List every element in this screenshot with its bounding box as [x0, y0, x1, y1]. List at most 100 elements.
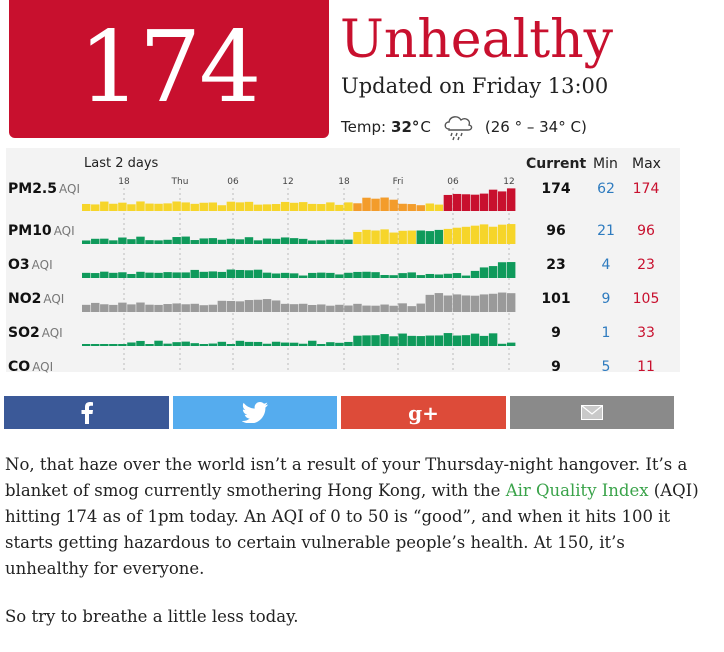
pollutant-min-value: 62 [597, 181, 615, 197]
updated-time: Updated on Friday 13:00 [341, 74, 609, 98]
sparkline-bar [127, 204, 136, 211]
sparkline-bar [154, 203, 163, 211]
sparkline-bar [127, 342, 136, 346]
sparkline-bar [253, 240, 263, 244]
share-email-button[interactable] [510, 396, 674, 429]
pollutant-suffix: AQI [59, 182, 80, 196]
sparkline-bar [244, 237, 254, 244]
sparkline-bar [289, 202, 299, 211]
share-google-plus-button[interactable]: g+ [341, 396, 506, 429]
sparkline-bar [434, 274, 444, 278]
temperature-row: Temp: 32° C (26 ° – 34° C) [341, 112, 587, 142]
sparkline-bar [479, 294, 489, 312]
sparkline-bar [262, 238, 272, 244]
sparkline-bar [479, 267, 489, 278]
sparkline-bar [353, 271, 362, 278]
sparkline-bar [217, 205, 227, 211]
sparkline-bar [506, 188, 516, 211]
sparkline-bar [389, 336, 398, 346]
pollutant-suffix: AQI [41, 326, 63, 340]
sparkline-bar [308, 340, 317, 346]
sparkline-bar [398, 203, 407, 211]
sparkline-bar [163, 203, 172, 211]
sparkline-bar [326, 305, 335, 312]
sparkline-bar [299, 275, 308, 278]
sparkline-bar [199, 202, 208, 211]
pollutant-min-value: 4 [601, 257, 611, 273]
pollutant-current-value: 101 [541, 291, 571, 307]
sparkline-bar [280, 201, 290, 211]
sparkline-bar [470, 270, 480, 278]
sparkline-bar [308, 304, 317, 312]
aqi-widget: 174 Unhealthy Updated on Friday 13:00 Te… [0, 0, 680, 375]
time-tick-label: 06 [227, 177, 239, 187]
sparkline-bar [299, 343, 308, 346]
chart-range-label: Last 2 days [84, 156, 159, 171]
sparkline-bar [335, 274, 344, 278]
sparkline-bar [470, 225, 480, 244]
sparkline-bar [136, 271, 145, 278]
sparkline-bar [253, 269, 263, 278]
pollutant-label: PM10 AQI [8, 223, 75, 239]
sparkline-bar [308, 240, 317, 244]
sparkline-bar [371, 272, 380, 278]
sparkline-bar [470, 295, 480, 312]
pollutant-min-value: 1 [601, 325, 611, 341]
sparkline-bar [289, 238, 299, 244]
sparkline-bar [127, 304, 136, 312]
sparkline-bar [470, 194, 480, 211]
sparkline-bar [244, 270, 254, 278]
pollutant-max-value: 174 [632, 181, 660, 197]
sparkline-bar [407, 335, 416, 346]
sparkline-bar [172, 272, 181, 278]
sparkline-bar [461, 226, 471, 244]
article-text: No, that haze over the world isn’t a res… [5, 455, 688, 500]
sparkline-bar [208, 238, 218, 244]
pollutant-name: NO2 [8, 291, 42, 307]
sparkline-bar [461, 275, 471, 278]
aqi-link[interactable]: Air Quality Index [505, 481, 649, 500]
pollutant-max-value: 96 [637, 223, 655, 239]
sparkline-bar [163, 343, 172, 346]
share-twitter-button[interactable] [173, 396, 337, 429]
sparkline-bar [317, 343, 326, 346]
sparkline-bar [226, 238, 236, 244]
pollutant-min-value: 21 [597, 223, 615, 239]
sparkline-bar [217, 341, 227, 346]
pollutant-name: PM2.5 [8, 181, 57, 197]
sparkline-bar [91, 204, 100, 211]
sparkline-bar [326, 239, 335, 244]
sparkline-bar [235, 269, 245, 278]
sparkline-bar [208, 271, 218, 278]
sparkline-bar [326, 202, 335, 211]
sparkline-bar [181, 341, 190, 346]
sparkline-bar [335, 239, 344, 244]
sparkline-bar [380, 304, 389, 312]
sparkline-bar [416, 336, 425, 346]
time-tick-label: Fri [393, 177, 404, 187]
sparkline-bar [271, 204, 281, 211]
sparkline-bar [425, 294, 435, 312]
sparkline-bar [145, 240, 154, 244]
pollutant-chart: Last 2 days Current Min Max 18 Thu 06 12 18 F… [0, 148, 680, 375]
temp-unit: C [420, 118, 431, 136]
sparkline-bar [280, 303, 290, 312]
sparkline-bar [190, 343, 199, 346]
share-facebook-button[interactable] [4, 396, 169, 429]
sparkline-bar [199, 305, 208, 312]
sparkline-bar [145, 304, 154, 312]
pollutant-current-value: 96 [546, 223, 566, 239]
pollutant-min-value: 5 [601, 359, 611, 375]
sparkline-bar [271, 341, 281, 346]
sparkline-bar [479, 193, 489, 211]
sparkline-bar [217, 271, 227, 278]
sparkline-bar [398, 333, 407, 346]
sparkline-bar [91, 344, 100, 346]
sparkline-bar [380, 229, 389, 244]
sparkline-bar [389, 199, 398, 211]
pollutant-label: O3 AQI [8, 257, 53, 273]
sparkline-bar [416, 205, 425, 211]
sparkline-bar [389, 305, 398, 312]
column-header-current: Current [526, 156, 587, 172]
sparkline-bar [280, 237, 290, 244]
